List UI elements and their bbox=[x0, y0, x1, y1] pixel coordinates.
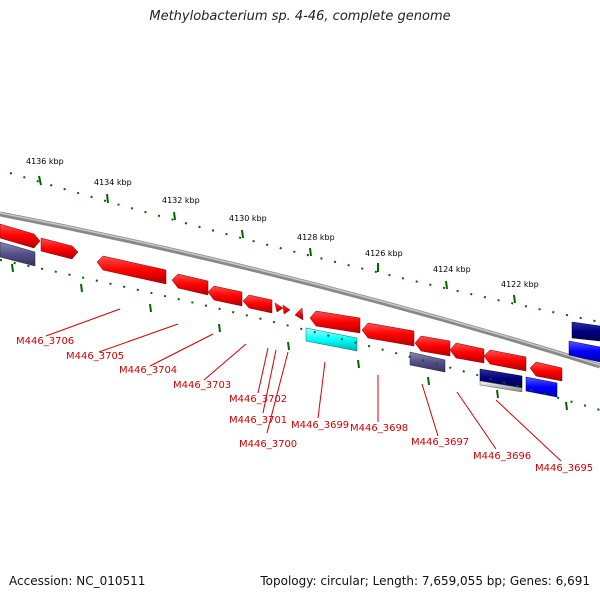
scale-label-4132: 4132 kbp bbox=[162, 196, 200, 205]
gene-label-m446-3695: M446_3695 bbox=[535, 463, 593, 474]
gene-label-m446-3699: M446_3699 bbox=[291, 420, 349, 431]
scale-label-4130: 4130 kbp bbox=[229, 214, 267, 223]
map-title: Methylobacterium sp. 4-46, complete geno… bbox=[149, 9, 451, 24]
gene-label-m446-3698: M446_3698 bbox=[350, 423, 408, 434]
forward-strand-genes bbox=[0, 223, 600, 342]
genome-backbone bbox=[0, 211, 600, 369]
scale-label-4122: 4122 kbp bbox=[501, 280, 539, 289]
inner-scale-ring bbox=[0, 259, 600, 411]
scale-label-4128: 4128 kbp bbox=[297, 233, 335, 242]
accession-text: Accession: NC_010511 bbox=[9, 574, 146, 588]
gene-label-m446-3700: M446_3700 bbox=[239, 439, 297, 450]
scale-label-4124: 4124 kbp bbox=[433, 265, 471, 274]
gene-label-m446-3701: M446_3701 bbox=[229, 415, 287, 426]
gene-label-m446-3703: M446_3703 bbox=[173, 380, 231, 391]
gene-label-m446-3697: M446_3697 bbox=[411, 437, 469, 448]
gene-label-m446-3702: M446_3702 bbox=[229, 394, 287, 405]
gene-label-m446-3706: M446_3706 bbox=[16, 336, 74, 347]
gene-label-m446-3705: M446_3705 bbox=[66, 351, 124, 362]
outer-scale-ticks bbox=[38, 175, 516, 304]
gene-label-m446-3704: M446_3704 bbox=[119, 365, 177, 376]
scale-label-4126: 4126 kbp bbox=[365, 249, 403, 258]
inner-scale-ticks bbox=[11, 263, 568, 411]
topology-text: Topology: circular; Length: 7,659,055 bp… bbox=[260, 574, 590, 588]
gene-label-m446-3696: M446_3696 bbox=[473, 451, 531, 462]
scale-label-4136: 4136 kbp bbox=[26, 157, 64, 166]
reverse-strand-genes bbox=[0, 241, 600, 398]
outer-scale-ring bbox=[9, 172, 600, 323]
scale-label-4134: 4134 kbp bbox=[94, 178, 132, 187]
label-leader-lines bbox=[45, 308, 562, 462]
